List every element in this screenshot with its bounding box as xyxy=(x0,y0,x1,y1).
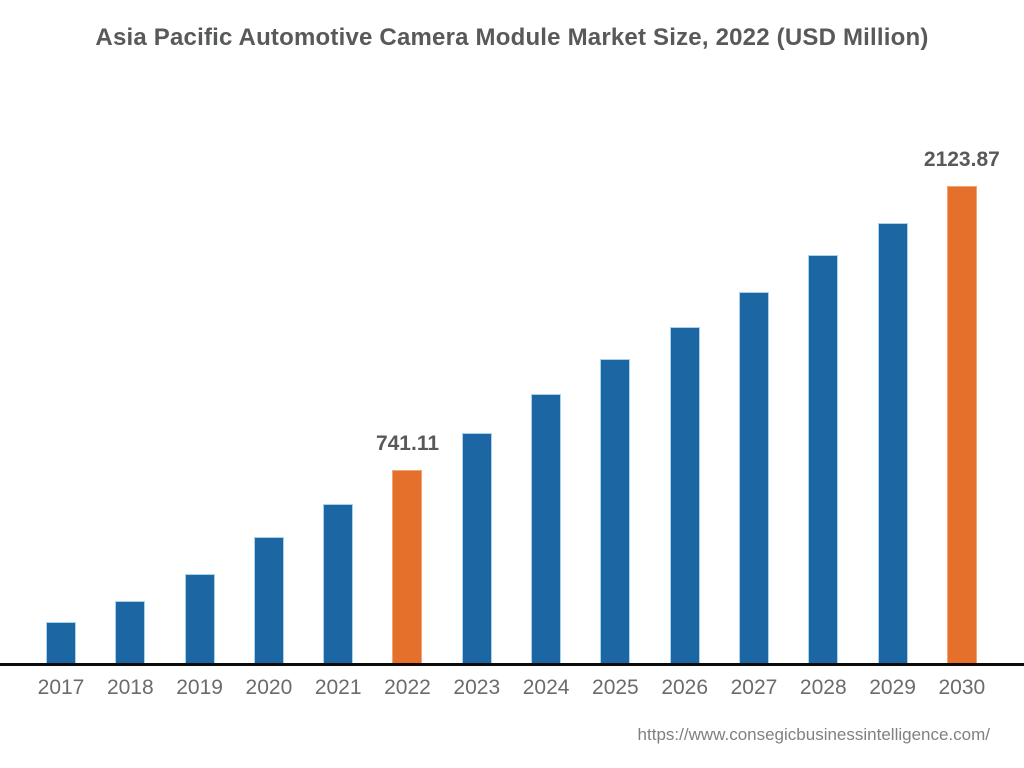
source-url-link[interactable]: https://www.consegicbusinessintelligence… xyxy=(637,725,990,744)
x-tick-2019: 2019 xyxy=(176,676,223,699)
bar-2029 xyxy=(877,223,908,663)
bar-slot-2018: 2018 xyxy=(107,183,154,698)
x-tick-2022: 2022 xyxy=(384,676,431,699)
bar-slot-2017: 2017 xyxy=(38,183,84,698)
x-tick-2028: 2028 xyxy=(799,676,847,699)
x-tick-2024: 2024 xyxy=(522,676,570,699)
bar-slot-2020: 2020 xyxy=(246,183,292,698)
bar-slot-2026: 2026 xyxy=(661,183,708,698)
x-tick-2021: 2021 xyxy=(314,676,362,699)
bar-slot-2021: 2021 xyxy=(315,183,362,698)
bar-slot-2023: 2023 xyxy=(453,183,500,698)
x-tick-2029: 2029 xyxy=(869,676,916,699)
bar-slot-2024: 2024 xyxy=(523,183,569,698)
bar-slot-2019: 2019 xyxy=(176,183,223,698)
value-label-2030: 2123.87 xyxy=(923,148,1000,171)
bar-2017 xyxy=(46,622,76,663)
bar-slot-2030: 2123.87 2030 xyxy=(924,149,1000,698)
bar-2030 xyxy=(946,186,977,663)
bar-2023 xyxy=(461,433,492,663)
x-tick-2018: 2018 xyxy=(106,676,154,699)
x-tick-2023: 2023 xyxy=(453,676,501,699)
x-tick-2026: 2026 xyxy=(661,676,709,699)
x-tick-2020: 2020 xyxy=(245,676,293,699)
x-axis-line xyxy=(0,663,1024,666)
bar-2019 xyxy=(184,574,215,663)
bar-slot-2028: 2028 xyxy=(800,183,847,698)
bar-2025 xyxy=(600,359,631,663)
bar-2022 xyxy=(392,470,423,663)
bar-slot-2022: 741.11 2022 xyxy=(376,183,439,698)
x-tick-2027: 2027 xyxy=(730,676,778,699)
value-label-2022: 741.11 xyxy=(375,432,440,455)
bar-2020 xyxy=(253,537,284,663)
x-tick-2030: 2030 xyxy=(938,676,986,699)
bar-slot-2029: 2029 xyxy=(869,183,916,698)
bar-plot-area: 2017 2018 2019 2020 2021 741.11 2022 2023 2024 20… xyxy=(38,149,1000,698)
bar-2018 xyxy=(115,601,146,663)
bar-2024 xyxy=(531,394,562,663)
x-tick-2025: 2025 xyxy=(592,676,639,699)
bar-2021 xyxy=(323,504,354,663)
x-tick-2017: 2017 xyxy=(37,676,85,699)
chart-title: Asia Pacific Automotive Camera Module Ma… xyxy=(95,24,929,51)
bar-slot-2027: 2027 xyxy=(731,183,777,698)
bar-2027 xyxy=(738,292,769,663)
bar-2026 xyxy=(669,327,700,663)
bar-2028 xyxy=(808,255,839,663)
bar-slot-2025: 2025 xyxy=(592,183,639,698)
